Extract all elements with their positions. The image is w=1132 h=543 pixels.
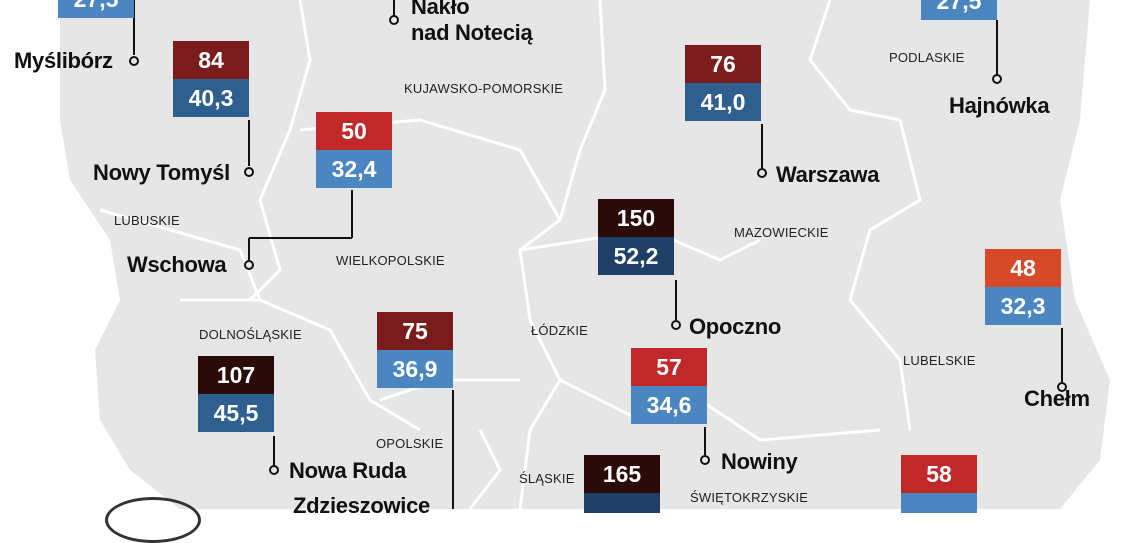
value-bottom: 40,3 (173, 79, 249, 117)
value-top: 150 (598, 199, 674, 237)
city-label-zdzieszowice: Zdzieszowice (293, 493, 430, 518)
region-label: OPOLSKIE (376, 436, 444, 451)
value-bottom-cut (901, 493, 977, 513)
city-label-opoczno: Opoczno (689, 314, 782, 339)
city-label-warszawa: Warszawa (776, 162, 880, 187)
city-label-nowiny: Nowiny (721, 449, 798, 474)
marker-mysliborz: 27,5 (58, 0, 134, 18)
value-bottom: 34,6 (631, 386, 707, 424)
marker-warszawa: 76 41,0 (685, 45, 761, 121)
region-label: ŁÓDZKIE (531, 323, 589, 338)
value-top: 84 (173, 41, 249, 79)
region-label: ŚWIĘTOKRZYSKIE (690, 490, 809, 505)
value-top: 50 (316, 112, 392, 150)
city-label-naklo-line2: nad Notecią (411, 20, 533, 45)
value-bottom: 32,4 (316, 150, 392, 188)
city-dot (992, 74, 1002, 84)
marker-podkarpackie-city: 58 (901, 455, 977, 513)
city-label-nowa-ruda: Nowa Ruda (289, 458, 407, 483)
region-label: LUBELSKIE (903, 353, 976, 368)
marker-wschowa: 50 32,4 (316, 112, 392, 188)
value-top: 165 (584, 455, 660, 493)
city-dot (269, 465, 279, 475)
city-dot (1057, 382, 1067, 392)
value-bottom: 41,0 (685, 83, 761, 121)
value-top: 57 (631, 348, 707, 386)
city-dot (671, 320, 681, 330)
region-label: WIELKOPOLSKIE (336, 253, 445, 268)
value-top: 48 (985, 249, 1061, 287)
value-bottom: 36,9 (377, 350, 453, 388)
marker-hajnowka: 27,5 (921, 0, 997, 20)
city-label-nowy-tomysl: Nowy Tomyśl (93, 160, 230, 185)
marker-slaskie-city: 165 (584, 455, 660, 513)
city-dot (129, 56, 139, 66)
city-dot (757, 168, 767, 178)
region-label: DOLNOŚLĄSKIE (199, 327, 302, 342)
connector-lines (133, 0, 1063, 509)
city-label-naklo-line1: Nakło (411, 0, 470, 19)
city-label-wschowa: Wschowa (127, 252, 227, 277)
value-top: 76 (685, 45, 761, 83)
city-dot (244, 260, 254, 270)
marker-chelm: 48 32,3 (985, 249, 1061, 325)
logo-ring (105, 497, 201, 543)
region-label: ŚLĄSKIE (519, 471, 575, 486)
value-bottom: 27,5 (58, 0, 134, 18)
city-label-hajnowka: Hajnówka (949, 93, 1050, 118)
region-label: LUBUSKIE (114, 213, 180, 228)
city-dot (244, 167, 254, 177)
marker-nowa-ruda: 107 45,5 (198, 356, 274, 432)
value-bottom: 27,5 (921, 0, 997, 20)
region-label: PODLASKIE (889, 50, 965, 65)
marker-nowiny: 57 34,6 (631, 348, 707, 424)
city-label-chelm: Chełm (1024, 386, 1090, 411)
city-dot (700, 455, 710, 465)
value-bottom: 45,5 (198, 394, 274, 432)
city-dot (389, 15, 399, 25)
region-label: MAZOWIECKIE (734, 225, 829, 240)
region-label: KUJAWSKO-POMORSKIE (404, 81, 564, 96)
value-bottom: 32,3 (985, 287, 1061, 325)
value-bottom: 52,2 (598, 237, 674, 275)
value-top: 58 (901, 455, 977, 493)
value-top: 75 (377, 312, 453, 350)
value-top: 107 (198, 356, 274, 394)
city-label-mysliborz: Myślibórz (14, 48, 113, 73)
marker-nowy-tomysl: 84 40,3 (173, 41, 249, 117)
marker-opoczno: 150 52,2 (598, 199, 674, 275)
marker-zdzieszowice: 75 36,9 (377, 312, 453, 388)
value-bottom-cut (584, 493, 660, 513)
